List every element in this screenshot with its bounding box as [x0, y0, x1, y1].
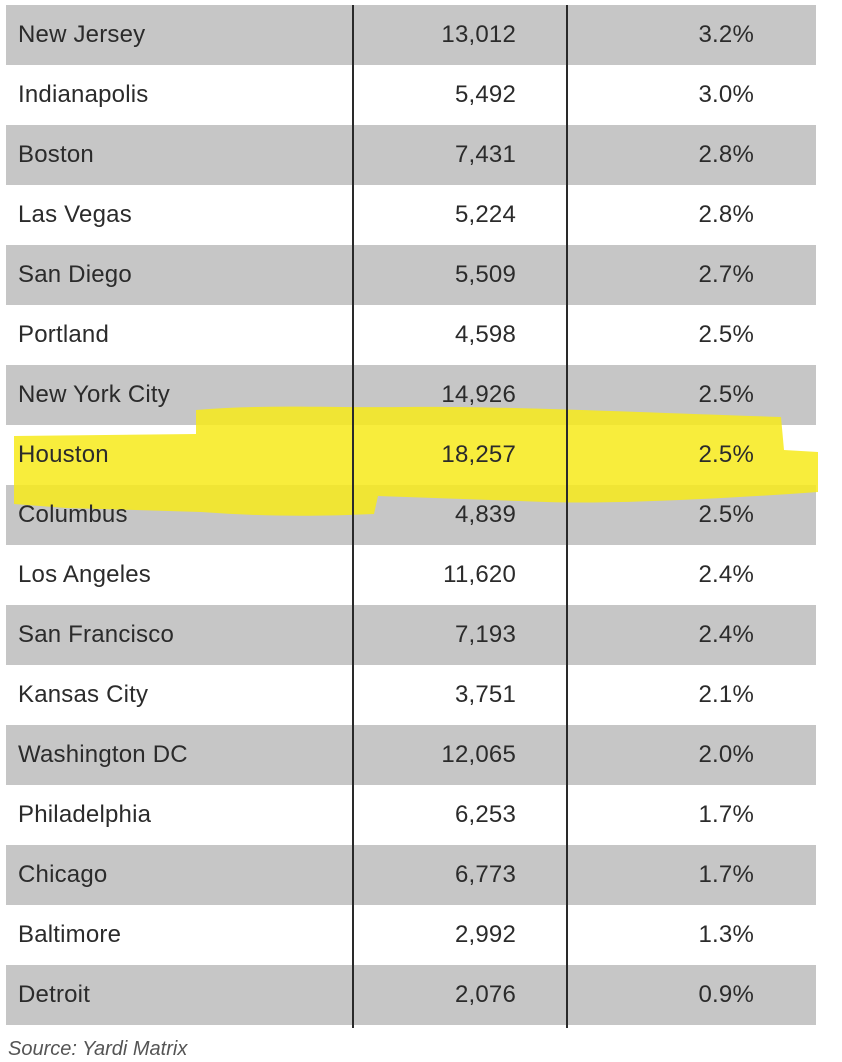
city-cell: Indianapolis: [18, 81, 149, 108]
table-row: Philadelphia 6,253 1.7%: [6, 785, 816, 845]
units-cell: 14,926: [441, 381, 516, 408]
units-cell: 18,257: [441, 441, 516, 468]
table-row: San Francisco 7,193 2.4%: [6, 605, 816, 665]
units-cell: 5,224: [454, 201, 516, 228]
table-row: Los Angeles 11,620 2.4%: [6, 545, 816, 605]
city-cell: New Jersey: [18, 21, 146, 48]
city-cell: Las Vegas: [18, 201, 132, 228]
city-cell: Washington DC: [18, 741, 188, 768]
city-cell: Baltimore: [18, 921, 122, 948]
table-row: San Diego 5,509 2.7%: [6, 245, 816, 305]
percent-cell: 2.0%: [698, 741, 754, 768]
units-cell: 4,598: [454, 321, 516, 348]
metro-table: New Jersey 13,012 3.2% Indianapolis 5,492 3.0…: [6, 5, 818, 1028]
column-divider-right: [566, 5, 568, 1028]
units-cell: 4,839: [454, 501, 516, 528]
percent-cell: 1.3%: [698, 921, 754, 948]
city-cell: San Francisco: [18, 621, 174, 648]
table-row: Kansas City 3,751 2.1%: [6, 665, 816, 725]
units-cell: 2,076: [454, 981, 516, 1008]
percent-cell: 2.7%: [698, 261, 754, 288]
city-cell: Houston: [18, 441, 109, 468]
percent-cell: 1.7%: [698, 861, 754, 888]
table-row: Houston 18,257 2.5%: [6, 425, 816, 485]
percent-cell: 2.5%: [698, 501, 754, 528]
city-cell: Portland: [18, 321, 109, 348]
city-cell: Boston: [18, 141, 94, 168]
units-cell: 7,193: [454, 621, 516, 648]
percent-cell: 2.4%: [698, 561, 754, 588]
table-row: Detroit 2,076 0.9%: [6, 965, 816, 1025]
units-cell: 5,492: [454, 81, 516, 108]
units-cell: 5,509: [454, 261, 516, 288]
units-cell: 12,065: [441, 741, 516, 768]
table-row: Boston 7,431 2.8%: [6, 125, 816, 185]
city-cell: Philadelphia: [18, 801, 152, 828]
percent-cell: 2.8%: [698, 141, 754, 168]
city-cell: Los Angeles: [18, 561, 151, 588]
table-row: Baltimore 2,992 1.3%: [6, 905, 816, 965]
percent-cell: 2.5%: [698, 321, 754, 348]
source-note: Source: Yardi Matrix: [8, 1038, 188, 1060]
city-cell: San Diego: [18, 261, 132, 288]
percent-cell: 2.8%: [698, 201, 754, 228]
city-cell: New York City: [18, 381, 170, 408]
percent-cell: 2.5%: [698, 381, 754, 408]
table-row: Washington DC 12,065 2.0%: [6, 725, 816, 785]
table-row: Indianapolis 5,492 3.0%: [6, 65, 816, 125]
table-row: Portland 4,598 2.5%: [6, 305, 816, 365]
city-cell: Kansas City: [18, 681, 149, 708]
percent-cell: 1.7%: [698, 801, 754, 828]
percent-cell: 2.5%: [698, 441, 754, 468]
percent-cell: 2.4%: [698, 621, 754, 648]
city-cell: Detroit: [18, 981, 91, 1008]
city-cell: Columbus: [18, 501, 128, 528]
units-cell: 13,012: [441, 21, 516, 48]
table-row: Columbus 4,839 2.5%: [6, 485, 816, 545]
units-cell: 3,751: [454, 681, 516, 708]
percent-cell: 3.0%: [698, 81, 754, 108]
units-cell: 6,773: [454, 861, 516, 888]
table-row: Las Vegas 5,224 2.8%: [6, 185, 816, 245]
units-cell: 7,431: [454, 141, 516, 168]
table-row: New York City 14,926 2.5%: [6, 365, 816, 425]
units-cell: 6,253: [454, 801, 516, 828]
units-cell: 11,620: [443, 561, 516, 588]
table-row: New Jersey 13,012 3.2%: [6, 5, 816, 65]
city-cell: Chicago: [18, 861, 108, 888]
column-divider-left: [352, 5, 354, 1028]
table-row: Chicago 6,773 1.7%: [6, 845, 816, 905]
percent-cell: 0.9%: [698, 981, 754, 1008]
percent-cell: 3.2%: [698, 21, 754, 48]
percent-cell: 2.1%: [698, 681, 754, 708]
units-cell: 2,992: [454, 921, 516, 948]
